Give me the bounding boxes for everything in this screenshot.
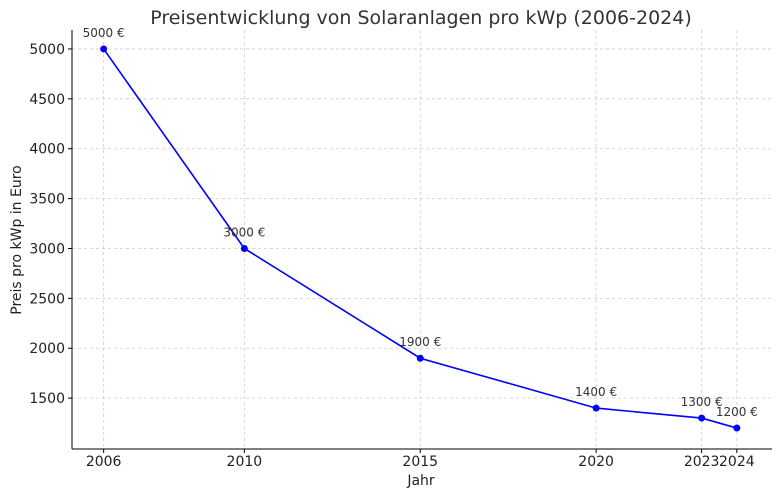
series-line [103, 48, 738, 429]
data-label: 5000 € [83, 26, 125, 40]
data-point [733, 424, 741, 432]
y-tick-label: 2000 [29, 341, 65, 357]
x-axis-label: Jahr [406, 473, 435, 489]
y-tick-label: 4500 [29, 92, 65, 108]
y-tick-label: 2500 [29, 291, 65, 307]
data-point [100, 45, 108, 53]
data-point [240, 244, 248, 252]
data-point [698, 414, 706, 422]
x-tick-label: 2015 [402, 454, 438, 470]
x-tick-label: 2010 [227, 454, 263, 470]
x-axis-ticks: 2006 2010 2015 2020 2023 2024 [86, 449, 755, 470]
y-tick-label: 4000 [29, 142, 65, 158]
x-tick-label: 2024 [719, 454, 755, 470]
data-label: 1400 € [575, 385, 617, 399]
x-tick-label: 2006 [86, 454, 122, 470]
data-label: 3000 € [223, 225, 265, 239]
data-point [416, 354, 424, 362]
y-tick-label: 3000 [29, 241, 65, 257]
y-axis-ticks: 1500 2000 2500 3000 3500 4000 4500 5000 [29, 42, 72, 407]
grid [72, 30, 772, 449]
data-point [592, 404, 600, 412]
y-tick-label: 5000 [29, 42, 65, 58]
data-label: 1300 € [681, 395, 723, 409]
y-axis-label: Preis pro kWp in Euro [9, 165, 25, 314]
data-labels: 5000 € 3000 € 1900 € 1400 € 1300 €1200 € [83, 26, 758, 419]
chart-title: Preisentwicklung von Solaranlagen pro kW… [150, 7, 692, 29]
data-label: 1900 € [399, 335, 441, 349]
y-tick-label: 1500 [29, 391, 65, 407]
x-tick-label: 2020 [578, 454, 614, 470]
y-tick-label: 3500 [29, 192, 65, 208]
series-price [100, 45, 741, 432]
data-label: 1200 € [716, 405, 758, 419]
x-tick-label: 2023 [684, 454, 720, 470]
